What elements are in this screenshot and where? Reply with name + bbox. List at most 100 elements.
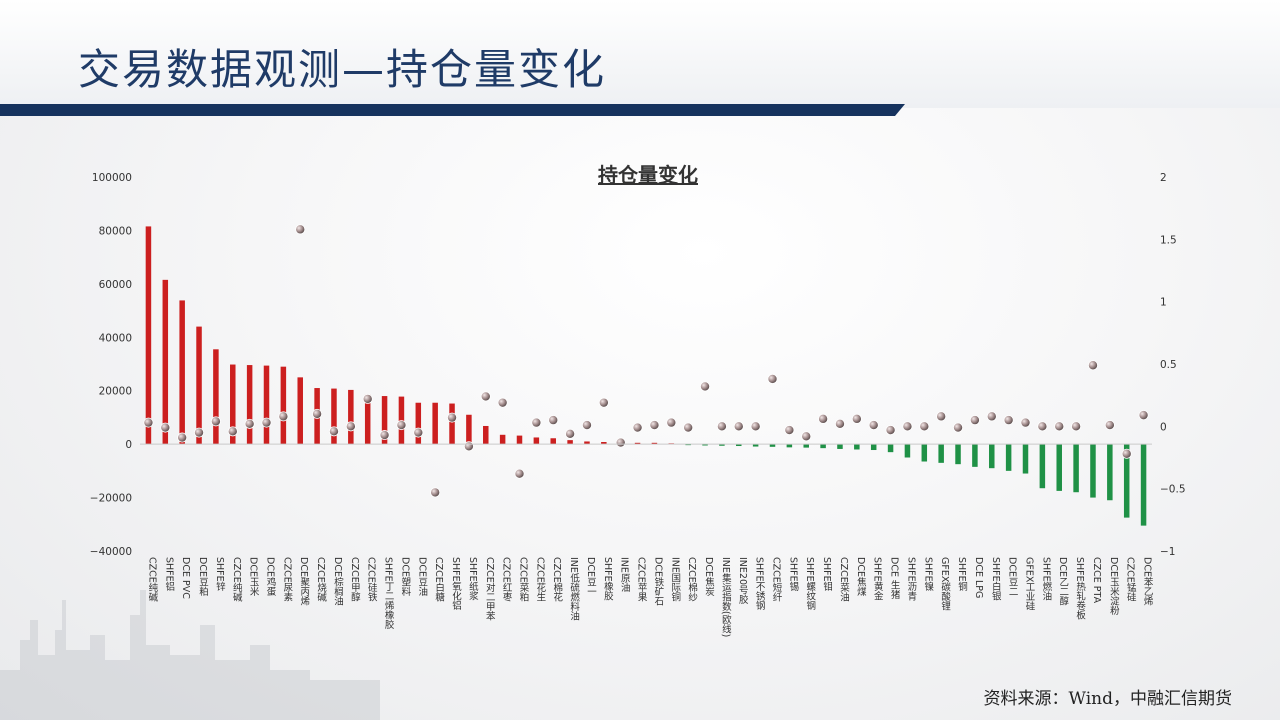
category-label: SHFE黄金 bbox=[872, 557, 884, 601]
ratio-dot bbox=[295, 224, 306, 235]
y2-tick-label: 0 bbox=[1160, 421, 1167, 433]
y-tick-label: 80000 bbox=[99, 225, 132, 237]
category-label: DCE 生猪 bbox=[889, 557, 901, 600]
ratio-dot bbox=[784, 425, 795, 436]
category-label: SHFE沥青 bbox=[905, 557, 917, 602]
bar bbox=[1073, 444, 1079, 493]
ratio-dot bbox=[1138, 410, 1149, 421]
ratio-dot bbox=[447, 412, 458, 423]
ratio-dot bbox=[1003, 415, 1014, 426]
bar bbox=[870, 444, 877, 451]
ratio-dot bbox=[1037, 421, 1048, 432]
bar bbox=[179, 300, 185, 445]
bar bbox=[634, 442, 641, 445]
category-label: CZCE苹果 bbox=[636, 557, 648, 603]
ratio-dot bbox=[413, 427, 424, 438]
category-label: DCE乙二醇 bbox=[1057, 557, 1069, 606]
header-background bbox=[0, 0, 1280, 108]
ratio-dot bbox=[1020, 417, 1031, 428]
category-label: SHFE锡 bbox=[787, 557, 799, 592]
bar bbox=[719, 444, 725, 446]
ratio-dot bbox=[666, 417, 677, 428]
ratio-dot bbox=[345, 421, 356, 432]
category-label: CZCE甲醇 bbox=[349, 557, 361, 603]
ratio-dot bbox=[227, 426, 238, 437]
ratio-dot bbox=[834, 418, 845, 429]
category-label: CZCE对二甲苯 bbox=[484, 557, 496, 622]
ratio-dot bbox=[362, 393, 373, 404]
ratio-dot bbox=[919, 421, 930, 432]
ratio-dot bbox=[463, 441, 474, 452]
bar bbox=[280, 366, 287, 445]
page-title: 交易数据观测—持仓量变化 bbox=[78, 45, 607, 94]
category-label: SHFE铝 bbox=[163, 557, 175, 592]
ratio-dot bbox=[565, 428, 576, 439]
category-label: SHFE不锈钢 bbox=[754, 557, 766, 611]
ratio-dot bbox=[632, 422, 643, 433]
bar bbox=[1005, 444, 1012, 471]
category-label: CZCE菜粕 bbox=[518, 557, 530, 603]
y2-tick-label: 1.5 bbox=[1160, 234, 1177, 246]
ratio-dot bbox=[716, 421, 727, 432]
bar bbox=[348, 389, 354, 445]
ratio-dot bbox=[851, 413, 862, 424]
ratio-dot bbox=[733, 421, 744, 432]
category-label: CZCE棉花 bbox=[551, 557, 563, 603]
bar bbox=[466, 414, 472, 445]
ratio-dot bbox=[278, 411, 289, 422]
bar bbox=[1022, 444, 1029, 474]
ratio-dot bbox=[700, 381, 711, 392]
category-label: CZCE短纤 bbox=[771, 557, 783, 603]
ratio-dot bbox=[1054, 421, 1065, 432]
bar bbox=[854, 444, 860, 450]
category-label: DCE豆一 bbox=[585, 557, 597, 596]
y-tick-label: 20000 bbox=[99, 386, 132, 398]
bar bbox=[887, 444, 894, 453]
ratio-dot bbox=[430, 487, 441, 498]
ratio-dot bbox=[210, 416, 221, 427]
bar bbox=[1056, 444, 1062, 491]
ratio-dot bbox=[379, 430, 390, 441]
category-label: CZCE菜油 bbox=[838, 557, 850, 603]
category-label: CZCE PTA bbox=[1091, 557, 1102, 604]
category-label: SHFE纸浆 bbox=[467, 557, 479, 601]
category-label: SHFE铜 bbox=[956, 557, 968, 592]
bar bbox=[1140, 444, 1147, 526]
ratio-dot bbox=[160, 422, 171, 433]
category-label: DCE豆油 bbox=[416, 557, 428, 597]
y2-tick-label: 2 bbox=[1160, 172, 1167, 184]
ratio-dot bbox=[1104, 420, 1115, 431]
ratio-dot bbox=[969, 415, 980, 426]
bar bbox=[584, 441, 590, 445]
category-label: INE国际铜 bbox=[669, 557, 681, 602]
bar bbox=[415, 402, 422, 445]
ratio-dot bbox=[767, 373, 778, 384]
category-label: DCE焦煤 bbox=[855, 557, 867, 597]
category-label: CZCE花生 bbox=[534, 557, 546, 602]
skyline-decoration bbox=[0, 590, 380, 720]
bar bbox=[938, 444, 944, 463]
category-label: CZCE尿素 bbox=[281, 557, 293, 602]
category-label: DCE LPG bbox=[973, 557, 984, 598]
ratio-dot bbox=[177, 432, 188, 443]
bar bbox=[516, 435, 523, 445]
bar bbox=[989, 444, 995, 469]
bar bbox=[246, 365, 253, 445]
y-tick-label: 40000 bbox=[99, 332, 132, 344]
bar bbox=[921, 444, 928, 462]
category-label: GFEX碳酸锂 bbox=[939, 557, 951, 612]
bar bbox=[230, 364, 236, 445]
bar bbox=[297, 377, 303, 445]
y2-tick-label: 0.5 bbox=[1160, 359, 1177, 371]
bar bbox=[1123, 444, 1130, 518]
category-label: DCE焦炭 bbox=[703, 557, 715, 597]
category-label: CZCE纯碱 bbox=[146, 557, 158, 603]
category-label: CZCE白糖 bbox=[433, 557, 445, 603]
category-label: DCE豆二 bbox=[1007, 557, 1019, 596]
bar bbox=[786, 444, 793, 448]
category-label: DCE鸡蛋 bbox=[265, 557, 277, 597]
ratio-dot bbox=[1071, 421, 1082, 432]
ratio-dot bbox=[548, 415, 559, 426]
category-label: DCE塑料 bbox=[399, 557, 411, 597]
